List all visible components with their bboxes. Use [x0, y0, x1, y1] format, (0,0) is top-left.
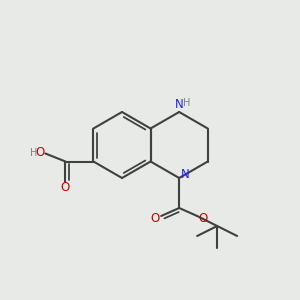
Text: N: N — [181, 167, 190, 181]
Text: O: O — [151, 212, 160, 226]
Text: H: H — [184, 98, 191, 108]
Text: O: O — [61, 181, 70, 194]
Text: N: N — [175, 98, 184, 112]
Text: O: O — [199, 212, 208, 226]
Text: H: H — [30, 148, 37, 158]
Text: O: O — [36, 146, 45, 159]
